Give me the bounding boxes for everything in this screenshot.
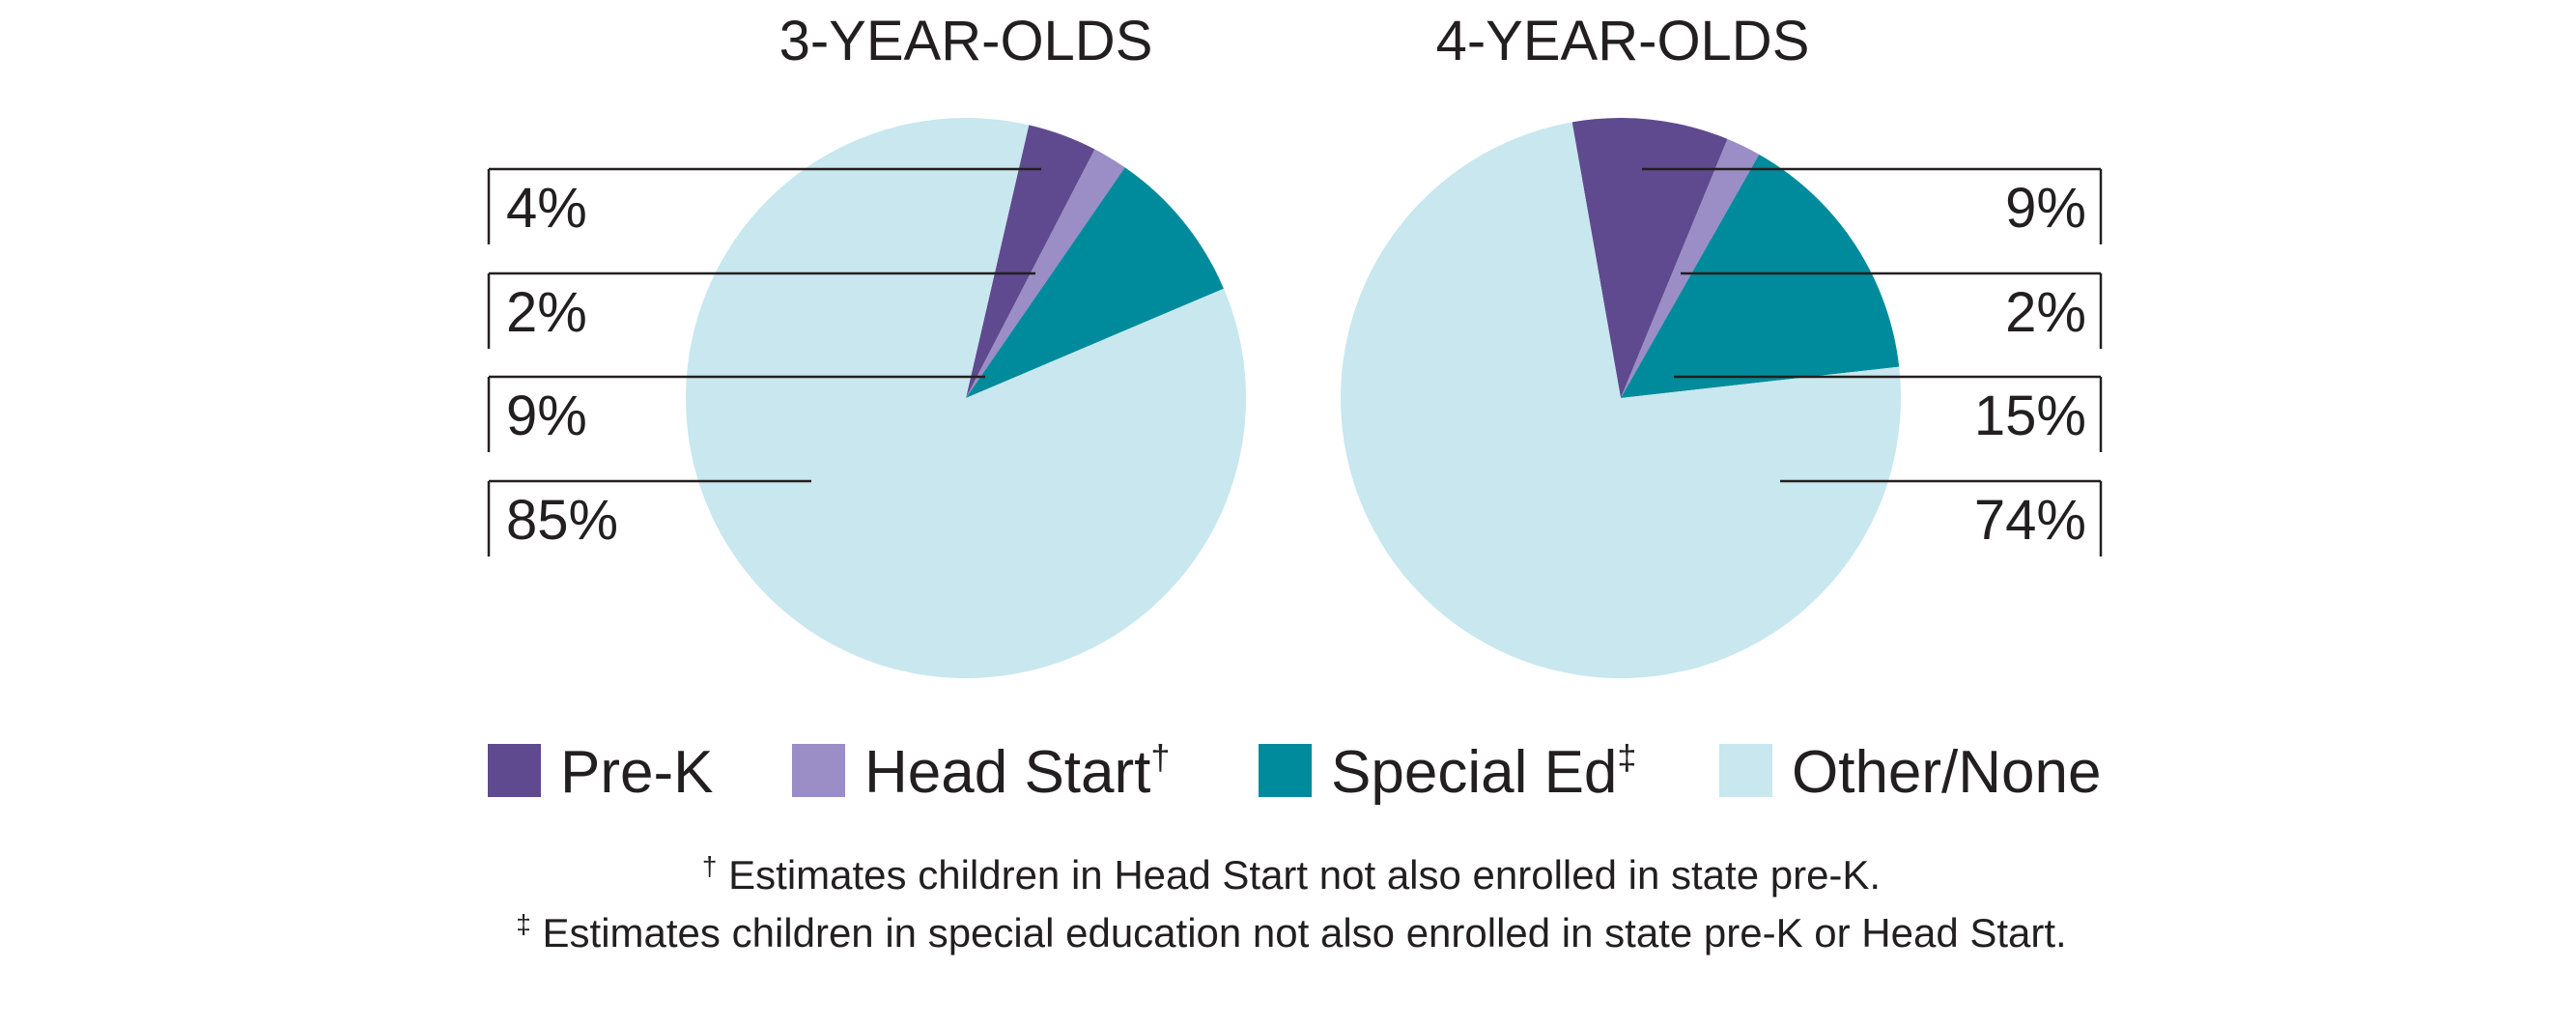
value-label-special-ed-1: 15%	[1974, 385, 2086, 447]
pie-slice-head-start-0	[966, 149, 1125, 398]
value-label-head-start-1: 2%	[2005, 281, 2086, 344]
pie-slice-head-start-1	[1621, 138, 1760, 398]
legend-label-head-start: Head Start†	[864, 737, 1170, 806]
chart-title-3-year-olds: 3-YEAR-OLDS	[779, 10, 1153, 72]
value-label-special-ed-0: 9%	[506, 385, 587, 447]
value-label-other-none-0: 85%	[506, 489, 618, 552]
chart-title-4-year-olds: 4-YEAR-OLDS	[1436, 10, 1810, 72]
pie-3-year-olds	[686, 117, 1247, 678]
legend-footnote-mark: †	[1150, 737, 1170, 777]
footnote-text: Estimates children in special education …	[531, 910, 2067, 956]
footnote-text: Estimates children in Head Start not als…	[717, 852, 1881, 898]
pie-slice-special-ed-1	[1621, 154, 1900, 398]
footnote-mark: ‡	[516, 909, 531, 939]
legend-swatch-special-ed	[1259, 744, 1312, 797]
footnote-2: ‡ Estimates children in special educatio…	[516, 909, 2066, 956]
pie-slice-pre-k-0	[966, 125, 1095, 398]
value-label-other-none-1: 74%	[1974, 489, 2086, 552]
legend-label-special-ed: Special Ed‡	[1331, 737, 1636, 806]
legend-label-pre-k: Pre-K	[560, 739, 713, 806]
legend-swatch-pre-k	[488, 744, 541, 797]
callout-lines: 4% 2% 9% 85% 9% 2% 15% 74%	[487, 167, 2103, 556]
footnote-mark: †	[702, 851, 718, 881]
legend: Pre-K Head Start† Special Ed‡ Other/None	[488, 737, 2102, 806]
pie-slice-pre-k-1	[1571, 118, 1728, 399]
value-label-pre-k-1: 9%	[2005, 177, 2086, 240]
footnote-1: † Estimates children in Head Start not a…	[702, 851, 1881, 898]
value-label-pre-k-0: 4%	[506, 177, 587, 240]
pie-slice-special-ed-0	[966, 167, 1224, 398]
legend-footnote-mark: ‡	[1617, 737, 1636, 777]
value-label-head-start-0: 2%	[506, 281, 587, 344]
legend-swatch-head-start	[792, 744, 845, 797]
legend-label-other-none: Other/None	[1792, 739, 2102, 806]
pie-slice-other-none-0	[686, 117, 1247, 678]
pie-4-year-olds	[1340, 118, 1901, 679]
footnotes: † Estimates children in Head Start not a…	[516, 851, 2066, 956]
legend-swatch-other-none	[1719, 744, 1772, 797]
pie-slice-other-none-1	[1340, 122, 1901, 679]
